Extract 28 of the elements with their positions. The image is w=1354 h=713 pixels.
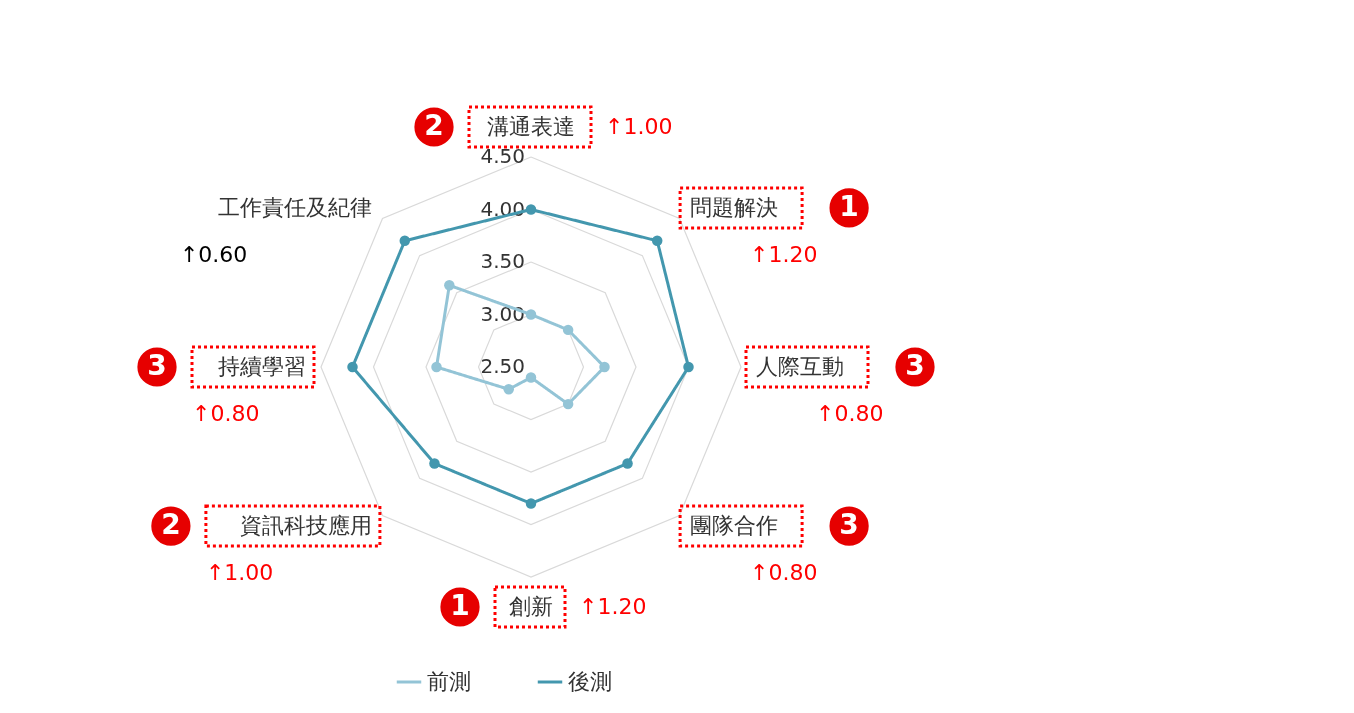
y-tick-label: 4.50 [480, 144, 525, 168]
spoke-label: 持續學習 [218, 354, 306, 379]
spoke-label: 團隊合作 [690, 513, 779, 539]
legend-label: 前測 [427, 669, 471, 694]
spoke-label: 溝通表達 [487, 114, 575, 139]
y-tick-label: 3.50 [480, 249, 525, 273]
legend-label: 後測 [568, 669, 612, 694]
text: ↑0.80 [192, 401, 260, 426]
text: 1 [450, 589, 470, 622]
text: ↑1.00 [605, 114, 673, 139]
text: 3 [839, 508, 859, 542]
text: ↑1.20 [750, 241, 818, 267]
text: 1 [839, 189, 859, 223]
text: ↑0.60 [179, 241, 248, 267]
y-tick-label: 2.50 [480, 354, 525, 378]
text: ↑0.80 [750, 560, 818, 586]
spoke-label: 資訊科技應用 [239, 513, 372, 539]
spoke-label: 人際互動 [756, 354, 844, 379]
text: 2 [161, 508, 181, 542]
text: ↑1.20 [579, 594, 647, 619]
text: 3 [905, 349, 925, 382]
spoke-label: 問題解決 [690, 194, 779, 220]
text: ↑1.00 [205, 560, 274, 586]
text: 3 [147, 349, 167, 382]
spoke-label: 工作責任及紀律 [217, 194, 372, 220]
text: 2 [424, 109, 444, 142]
text: ↑0.80 [816, 401, 884, 426]
spoke-label: 創新 [509, 594, 553, 619]
